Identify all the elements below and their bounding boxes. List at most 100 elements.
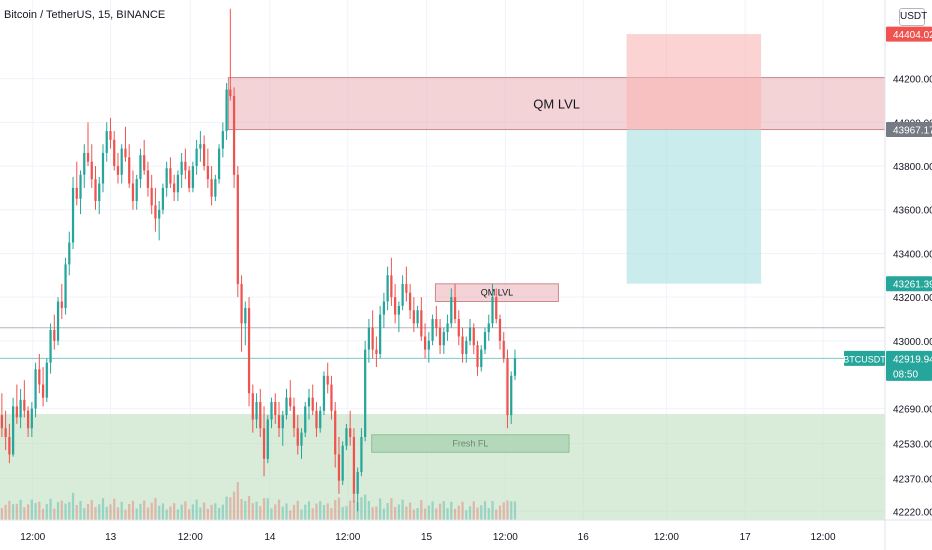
- candle[interactable]: [326, 375, 329, 385]
- candle[interactable]: [307, 397, 311, 407]
- candle[interactable]: [4, 428, 7, 437]
- candle[interactable]: [79, 174, 82, 199]
- candle[interactable]: [161, 187, 165, 210]
- candle[interactable]: [49, 329, 52, 363]
- candle[interactable]: [438, 327, 442, 346]
- candle[interactable]: [94, 179, 97, 202]
- candle[interactable]: [461, 336, 464, 354]
- candle[interactable]: [154, 205, 157, 219]
- candle[interactable]: [502, 340, 505, 359]
- candle[interactable]: [195, 148, 198, 167]
- candle[interactable]: [491, 297, 494, 324]
- candle[interactable]: [131, 183, 135, 202]
- candle[interactable]: [202, 144, 206, 167]
- stop-loss-zone[interactable]: [626, 34, 762, 130]
- candle[interactable]: [311, 397, 314, 411]
- candle[interactable]: [146, 170, 150, 188]
- candle[interactable]: [364, 349, 367, 437]
- candle[interactable]: [232, 96, 236, 175]
- candle[interactable]: [86, 152, 90, 162]
- candle[interactable]: [68, 242, 71, 265]
- candle[interactable]: [188, 170, 191, 188]
- candle[interactable]: [405, 284, 408, 293]
- candle[interactable]: [266, 419, 269, 459]
- candle[interactable]: [8, 436, 11, 455]
- candle[interactable]: [240, 284, 243, 324]
- candle[interactable]: [45, 362, 48, 398]
- candle[interactable]: [315, 410, 318, 429]
- candle[interactable]: [124, 148, 127, 158]
- candle[interactable]: [60, 301, 63, 309]
- candle[interactable]: [259, 402, 262, 429]
- candle[interactable]: [165, 168, 168, 188]
- candle[interactable]: [244, 308, 247, 324]
- candle[interactable]: [446, 323, 449, 333]
- candle[interactable]: [217, 148, 221, 180]
- candle[interactable]: [386, 275, 389, 302]
- candle[interactable]: [382, 301, 386, 315]
- candle[interactable]: [390, 275, 393, 298]
- candle[interactable]: [408, 292, 412, 311]
- candle[interactable]: [367, 327, 371, 350]
- candle[interactable]: [281, 415, 284, 429]
- candle[interactable]: [158, 209, 161, 219]
- candle[interactable]: [255, 402, 258, 420]
- candle[interactable]: [23, 399, 26, 411]
- candle[interactable]: [173, 183, 176, 193]
- candle[interactable]: [64, 264, 67, 309]
- candle[interactable]: [71, 187, 75, 243]
- candle[interactable]: [487, 323, 490, 333]
- candle[interactable]: [375, 349, 378, 354]
- candle[interactable]: [330, 384, 333, 411]
- candle[interactable]: [495, 297, 498, 319]
- candle[interactable]: [468, 327, 472, 341]
- candle[interactable]: [120, 148, 123, 175]
- candle[interactable]: [465, 340, 468, 354]
- candle[interactable]: [393, 297, 397, 315]
- candle[interactable]: [150, 187, 153, 206]
- candle[interactable]: [510, 375, 513, 416]
- candle[interactable]: [184, 161, 187, 171]
- candle[interactable]: [143, 155, 146, 171]
- candle[interactable]: [109, 131, 112, 140]
- symbol-tag[interactable]: [844, 350, 885, 366]
- candle[interactable]: [319, 410, 322, 429]
- candle[interactable]: [352, 436, 356, 494]
- candle[interactable]: [90, 161, 93, 180]
- candle[interactable]: [210, 179, 213, 197]
- candle[interactable]: [401, 284, 404, 306]
- candle[interactable]: [397, 305, 400, 315]
- candle[interactable]: [83, 152, 86, 175]
- candle[interactable]: [53, 329, 56, 341]
- candle[interactable]: [262, 428, 266, 459]
- qm-lvl-zone[interactable]: [227, 77, 886, 131]
- candle[interactable]: [34, 369, 37, 409]
- candle[interactable]: [251, 393, 254, 420]
- candle[interactable]: [229, 89, 232, 97]
- candle[interactable]: [270, 402, 273, 420]
- candle[interactable]: [139, 155, 142, 180]
- candle[interactable]: [442, 332, 445, 346]
- candle[interactable]: [296, 428, 299, 446]
- candle[interactable]: [0, 415, 3, 429]
- currency-selector[interactable]: USDT: [899, 8, 927, 26]
- candle[interactable]: [169, 168, 172, 184]
- candle[interactable]: [304, 406, 307, 433]
- candle[interactable]: [371, 327, 374, 350]
- candle[interactable]: [135, 179, 138, 202]
- candle[interactable]: [457, 318, 460, 337]
- candle[interactable]: [30, 408, 33, 429]
- candle[interactable]: [416, 310, 419, 324]
- candle[interactable]: [15, 406, 18, 418]
- candle[interactable]: [41, 384, 45, 398]
- candle[interactable]: [277, 415, 281, 429]
- candle[interactable]: [221, 131, 224, 149]
- candle[interactable]: [435, 318, 438, 328]
- candle[interactable]: [247, 308, 251, 394]
- candle[interactable]: [113, 139, 116, 167]
- symbol-title[interactable]: Bitcoin / TetherUS, 15, BINANCE: [4, 9, 166, 21]
- candle[interactable]: [349, 428, 352, 437]
- candle[interactable]: [56, 301, 60, 341]
- candle[interactable]: [453, 297, 457, 319]
